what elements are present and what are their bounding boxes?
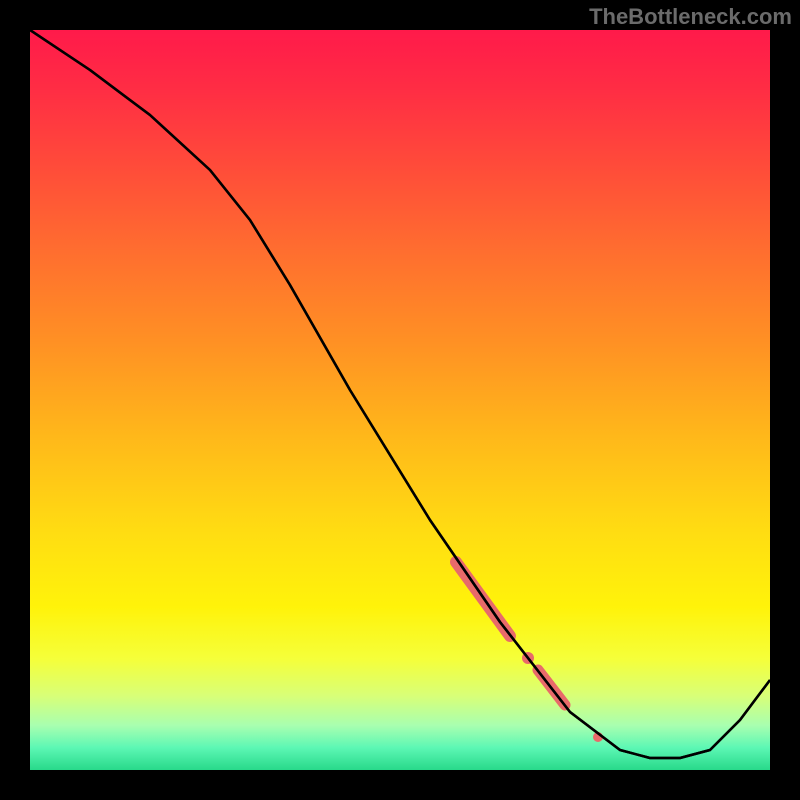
chart-frame: TheBottleneck.com [0, 0, 800, 800]
plot-area [30, 30, 770, 770]
chart-overlay [30, 30, 770, 770]
watermark-text: TheBottleneck.com [589, 4, 792, 30]
bottleneck-curve [30, 30, 770, 758]
bottleneck-curve [30, 30, 770, 758]
